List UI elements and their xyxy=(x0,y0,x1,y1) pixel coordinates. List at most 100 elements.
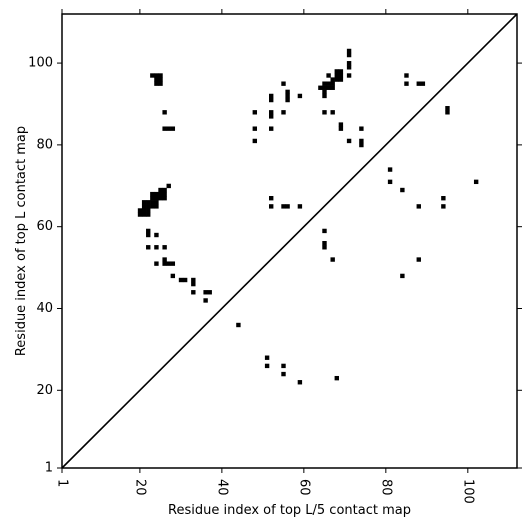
contact-point-upper xyxy=(285,93,290,99)
contact-point-upper xyxy=(203,298,208,303)
contact-point-upper xyxy=(359,142,364,148)
contact-point-upper xyxy=(158,73,163,78)
contact-point-upper xyxy=(359,126,364,131)
contact-point-upper xyxy=(162,257,167,262)
plot-frame xyxy=(61,13,518,469)
contact-point-upper xyxy=(330,110,335,115)
contact-point-upper xyxy=(150,196,155,201)
x-axis-label: Residue index of top L/5 contact map xyxy=(168,503,411,518)
x-tick-label: 1 xyxy=(55,479,70,487)
contact-point-upper xyxy=(158,81,163,86)
contact-point-upper xyxy=(158,196,163,201)
contact-point-upper xyxy=(445,110,450,115)
contact-point-upper xyxy=(166,261,171,266)
contact-point-upper xyxy=(269,126,274,131)
y-tick-label: 60 xyxy=(36,219,53,234)
contact-point-upper xyxy=(346,73,352,78)
contact-point-upper xyxy=(338,77,344,82)
y-axis-label: Residue index of top L contact map xyxy=(14,126,29,356)
contact-point-lower xyxy=(297,380,303,385)
contact-point-upper xyxy=(162,126,167,131)
contact-point-upper xyxy=(281,110,286,115)
contact-point-lower xyxy=(441,204,446,209)
contact-point-upper xyxy=(203,290,208,295)
contact-point-lower xyxy=(269,204,274,209)
contact-point-upper xyxy=(170,273,176,279)
contact-point-lower xyxy=(400,187,405,193)
contact-point-upper xyxy=(154,73,159,78)
contact-point-upper xyxy=(178,277,184,283)
contact-point-upper xyxy=(420,81,426,86)
contact-point-upper xyxy=(252,126,258,131)
contact-point-upper xyxy=(318,85,323,90)
contact-point-upper xyxy=(170,126,176,131)
contact-point-upper xyxy=(285,89,290,95)
x-tick-label: 80 xyxy=(378,479,393,496)
contact-point-lower xyxy=(264,363,270,369)
contact-point-lower xyxy=(400,273,405,279)
contact-point-lower xyxy=(297,204,303,209)
contact-point-upper xyxy=(445,106,450,111)
contact-point-upper xyxy=(338,126,344,131)
contact-point-lower xyxy=(322,228,327,234)
contact-point-upper xyxy=(326,81,331,86)
y-tick-label: 40 xyxy=(36,301,53,316)
contact-point-upper xyxy=(141,204,147,209)
contact-point-upper xyxy=(146,245,151,250)
contact-point-lower xyxy=(322,245,327,250)
contact-point-upper xyxy=(166,183,171,189)
contact-point-upper xyxy=(269,110,274,115)
y-axis-ticks: 1 20 40 60 80 100 xyxy=(28,56,522,476)
contact-point-upper xyxy=(162,261,167,266)
contact-point-lower xyxy=(281,363,286,369)
y-tick-label: 80 xyxy=(36,137,53,152)
contact-point-upper xyxy=(334,69,339,74)
contact-point-upper xyxy=(322,93,327,99)
contact-point-lower xyxy=(269,196,274,201)
contact-point-upper xyxy=(338,122,344,127)
contact-point-upper xyxy=(269,93,274,99)
contact-point-upper xyxy=(146,228,151,234)
contact-point-upper xyxy=(150,191,155,197)
contact-point-upper xyxy=(191,290,196,295)
contact-point-lower xyxy=(334,375,339,381)
contact-point-upper xyxy=(146,200,151,205)
contact-point-lower xyxy=(416,204,421,209)
contact-point-upper xyxy=(166,126,171,131)
x-tick-label: 40 xyxy=(214,479,229,496)
contact-point-upper xyxy=(416,81,421,86)
contact-point-upper xyxy=(182,277,188,283)
contact-point-upper xyxy=(322,85,327,90)
contact-point-upper xyxy=(252,138,258,144)
contact-point-upper xyxy=(150,200,155,205)
contact-point-upper xyxy=(154,77,159,82)
contact-point-upper xyxy=(326,85,331,90)
contact-point-lower xyxy=(330,257,335,262)
contact-point-upper xyxy=(191,281,196,287)
contact-point-upper xyxy=(141,212,147,217)
contact-point-upper xyxy=(191,277,196,283)
y-tick-label: 1 xyxy=(45,461,53,476)
contact-point-lower xyxy=(264,355,270,360)
contact-point-upper xyxy=(297,93,303,99)
contact-point-upper xyxy=(154,232,159,238)
contact-point-upper xyxy=(146,208,151,213)
contact-point-upper xyxy=(154,245,159,250)
contact-point-lower xyxy=(281,371,286,377)
contact-point-upper xyxy=(285,97,290,103)
contact-point-upper xyxy=(322,89,327,95)
contact-point-upper xyxy=(346,48,352,54)
x-axis-ticks: 1 20 40 60 80 100 xyxy=(55,9,475,504)
contact-point-upper xyxy=(269,114,274,119)
contact-point-upper xyxy=(252,110,258,115)
contact-point-upper xyxy=(150,73,155,78)
contact-point-upper xyxy=(146,212,151,217)
contact-point-upper xyxy=(334,77,339,82)
contact-point-lower xyxy=(416,257,421,262)
contact-point-lower xyxy=(281,204,286,209)
contact-point-upper xyxy=(170,261,176,266)
contact-point-upper xyxy=(154,81,159,86)
contact-point-upper xyxy=(326,73,331,78)
contact-point-upper xyxy=(162,187,167,193)
